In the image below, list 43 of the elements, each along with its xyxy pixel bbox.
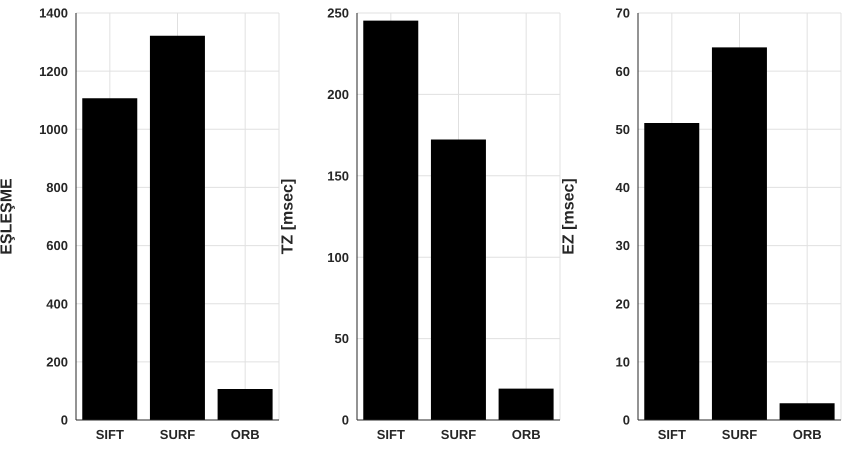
y-tick-label: 150: [327, 168, 349, 184]
bar: [644, 122, 700, 420]
x-tick-label: SURF: [722, 427, 758, 442]
y-axis-title: EŞLEŞME: [0, 178, 16, 255]
y-tick-label: 200: [46, 354, 68, 370]
y-tick-label: 250: [327, 6, 349, 21]
y-tick-label: 0: [60, 412, 68, 428]
y-tick-label: 20: [616, 296, 630, 312]
x-tick-label: SIFT: [376, 427, 405, 442]
x-tick-label: SURF: [160, 427, 196, 442]
y-tick-label: 50: [334, 331, 349, 346]
y-tick-label: 0: [622, 412, 630, 428]
y-axis-title: TZ [msec]: [280, 178, 297, 254]
y-axis-title: EZ [msec]: [560, 178, 578, 255]
y-tick-label: 70: [616, 6, 630, 21]
x-tick-label: ORB: [792, 427, 822, 442]
y-tick-label: 50: [616, 122, 630, 137]
y-tick-label: 10: [616, 354, 630, 370]
y-tick-label: 200: [327, 87, 349, 102]
y-tick-label: 1400: [39, 6, 68, 21]
y-tick-label: 30: [616, 238, 630, 254]
bar: [712, 47, 767, 420]
y-tick-label: 1200: [39, 64, 68, 79]
x-tick-label: ORB: [230, 427, 260, 442]
x-tick-label: SIFT: [658, 427, 686, 442]
y-tick-label: 40: [616, 180, 630, 196]
bar: [82, 98, 138, 420]
x-tick-label: ORB: [512, 427, 541, 442]
y-tick-label: 0: [342, 412, 349, 428]
bar: [430, 139, 486, 420]
x-tick-label: SIFT: [96, 427, 124, 442]
bar: [150, 36, 205, 420]
bar: [218, 388, 273, 420]
y-tick-label: 1000: [39, 122, 68, 137]
y-tick-label: 60: [616, 64, 630, 79]
y-tick-label: 100: [327, 250, 349, 265]
bar: [780, 403, 835, 420]
y-tick-label: 400: [46, 296, 68, 312]
bar: [498, 388, 554, 420]
y-tick-label: 800: [46, 180, 68, 196]
x-tick-label: SURF: [440, 427, 476, 442]
y-tick-label: 600: [46, 238, 68, 254]
bar: [363, 20, 418, 420]
